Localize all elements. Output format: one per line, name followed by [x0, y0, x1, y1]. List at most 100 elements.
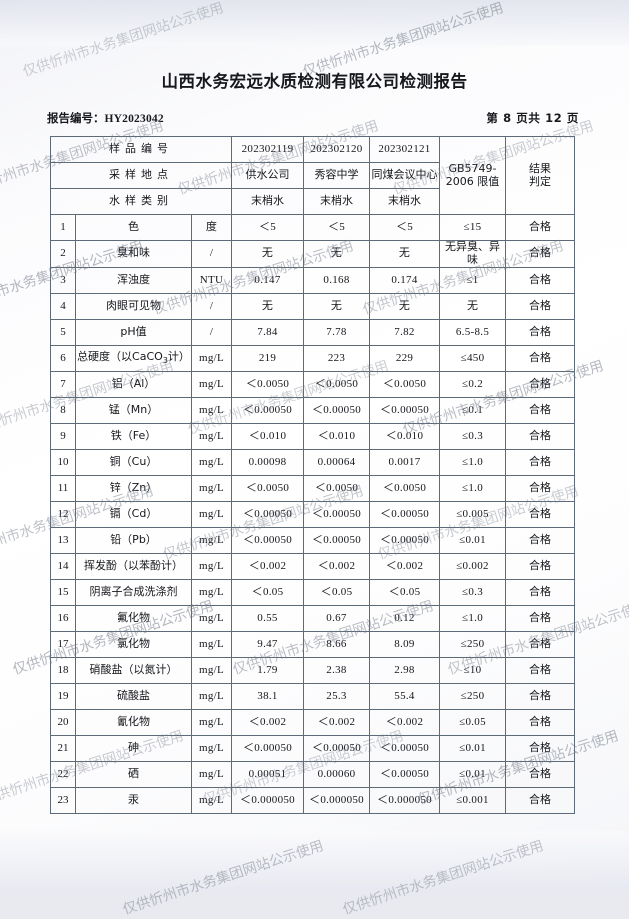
sampling-site-3: 同煤会议中心 — [369, 162, 441, 189]
row-item-name: 锌（Zn） — [75, 474, 192, 502]
row-result: 合格 — [505, 396, 576, 424]
row-index: 10 — [50, 448, 76, 476]
row-index: 23 — [50, 786, 76, 814]
table-row: 1 色度＜5 ＜5 ＜5 ≤15 合格 — [50, 214, 576, 241]
row-value-sample-2: ＜0.00050 — [303, 396, 371, 424]
row-limit: ≤1.0 — [439, 448, 507, 476]
page-content: 山西水务宏远水质检测有限公司检测报告 报告编号：HY2023042 第 8 页共… — [47, 72, 579, 814]
row-unit: mg/L — [190, 604, 233, 632]
row-unit: / — [190, 292, 233, 320]
row-index: 3 — [50, 266, 76, 294]
row-limit: ≤0.3 — [439, 578, 507, 606]
row-result: 合格 — [505, 370, 576, 398]
row-limit: ≤0.01 — [439, 734, 507, 762]
table-row: 13 铅（Pb） mg/L ＜0.00050 ＜0.00050 ＜0.00050 ≤0.01… — [50, 526, 576, 554]
row-index: 1 — [50, 214, 76, 241]
row-item-name: 挥发酚（以苯酚计） — [75, 552, 192, 580]
row-value-sample-2: ＜0.002 — [303, 708, 371, 736]
row-result: 合格 — [505, 578, 576, 606]
sample-no-label: 样品编号 — [49, 136, 233, 163]
row-index: 4 — [50, 292, 76, 320]
row-limit: ≤0.1 — [439, 396, 507, 424]
row-value-sample-1: ＜0.00050 — [231, 526, 305, 554]
row-index: 16 — [50, 604, 76, 632]
row-index: 5 — [50, 318, 76, 346]
row-value-sample-1: 7.84 — [231, 318, 305, 346]
sampling-site-2: 秀容中学 — [303, 162, 371, 189]
row-item-name: 氰化物 — [75, 708, 192, 736]
row-unit: mg/L — [190, 500, 233, 528]
result-header: 结果 判定 — [505, 136, 576, 215]
row-item-name: 铅（Pb） — [75, 526, 192, 554]
row-value-sample-1: ＜0.002 — [231, 552, 305, 580]
row-value-sample-1: 0.00051 — [231, 760, 305, 788]
row-limit: ≤1 — [439, 266, 507, 294]
row-index: 9 — [50, 422, 76, 450]
row-result: 合格 — [505, 526, 576, 554]
row-value-sample-1: ＜0.05 — [231, 578, 305, 606]
row-value-sample-3: ＜0.0050 — [369, 370, 441, 398]
row-value-sample-1: 0.00098 — [231, 448, 305, 476]
row-value-sample-1: 38.1 — [231, 682, 305, 710]
row-value-sample-3: ＜0.0050 — [369, 474, 441, 502]
row-unit: mg/L — [190, 526, 233, 554]
table-row: 5 pH值/7.84 7.78 7.82 6.5-8.5 合格 — [50, 318, 576, 346]
table-row: 20 氰化物 mg/L ＜0.002 ＜0.002 ＜0.002 ≤0.05 合格 — [50, 708, 576, 736]
row-result: 合格 — [505, 630, 576, 658]
report-meta: 报告编号：HY2023042 第 8 页共 12 页 — [47, 110, 579, 126]
row-value-sample-3: 2.98 — [369, 656, 441, 684]
row-index: 15 — [50, 578, 76, 606]
row-index: 14 — [50, 552, 76, 580]
table-row: 9 铁（Fe） mg/L ＜0.010 ＜0.010 ＜0.010 ≤0.3 合格 — [50, 422, 576, 450]
row-value-sample-2: ＜0.002 — [303, 552, 371, 580]
table-header-row-site: 采样地点 供水公司 秀容中学 同煤会议中心 — [49, 162, 575, 189]
row-unit: mg/L — [190, 474, 233, 502]
row-value-sample-1: 无 — [231, 292, 305, 320]
row-value-sample-2: 0.00064 — [303, 448, 371, 476]
row-unit: mg/L — [190, 708, 233, 736]
row-value-sample-2: ＜0.0050 — [303, 370, 371, 398]
row-unit: / — [190, 318, 233, 346]
row-result: 合格 — [505, 656, 576, 684]
row-value-sample-3: ＜5 — [369, 214, 441, 241]
row-item-name: 氟化物 — [75, 604, 192, 632]
row-unit: NTU — [190, 266, 233, 294]
row-item-name: 浑浊度 — [75, 266, 192, 294]
row-result: 合格 — [505, 734, 576, 762]
row-limit: ≤0.005 — [439, 500, 507, 528]
row-value-sample-1: 0.147 — [231, 266, 305, 294]
row-value-sample-2: 无 — [303, 240, 371, 268]
row-unit: / — [190, 240, 233, 268]
row-value-sample-2: ＜0.00050 — [303, 500, 371, 528]
row-item-name: 臭和味 — [75, 240, 192, 268]
row-value-sample-3: 0.12 — [369, 604, 441, 632]
row-value-sample-2: 25.3 — [303, 682, 371, 710]
row-unit: mg/L — [190, 734, 233, 762]
sample-no-1: 202302119 — [231, 136, 305, 163]
sampling-site-1: 供水公司 — [231, 162, 305, 189]
row-value-sample-2: 2.38 — [303, 656, 371, 684]
row-item-name: 色 — [75, 214, 192, 241]
row-limit: 无异臭、异味 — [439, 240, 507, 268]
row-result: 合格 — [505, 552, 576, 580]
row-item-name: 锰（Mn） — [75, 396, 192, 424]
row-value-sample-3: 229 — [369, 344, 441, 372]
row-item-name: 汞 — [75, 786, 192, 814]
row-value-sample-2: 7.78 — [303, 318, 371, 346]
row-unit: mg/L — [190, 786, 233, 814]
row-item-name: 硒 — [75, 760, 192, 788]
row-result: 合格 — [505, 682, 576, 710]
table-row: 18 硝酸盐（以氮计） mg/L 1.79 2.38 2.98 ≤10 合格 — [50, 656, 576, 684]
table-row: 14 挥发酚（以苯酚计） mg/L ＜0.002 ＜0.002 ＜0.002 ≤0.002 合… — [50, 552, 576, 580]
row-item-name: 镉（Cd） — [75, 500, 192, 528]
row-limit: ≤10 — [439, 656, 507, 684]
row-result: 合格 — [505, 760, 576, 788]
row-value-sample-2: ＜5 — [303, 214, 371, 241]
standard-header: GB5749- 2006 限值 — [439, 136, 507, 215]
row-result: 合格 — [505, 344, 576, 372]
row-value-sample-1: ＜0.00050 — [231, 396, 305, 424]
row-limit: ≤0.01 — [439, 526, 507, 554]
row-value-sample-2: 223 — [303, 344, 371, 372]
row-limit: ≤15 — [439, 214, 507, 241]
row-value-sample-2: 0.67 — [303, 604, 371, 632]
